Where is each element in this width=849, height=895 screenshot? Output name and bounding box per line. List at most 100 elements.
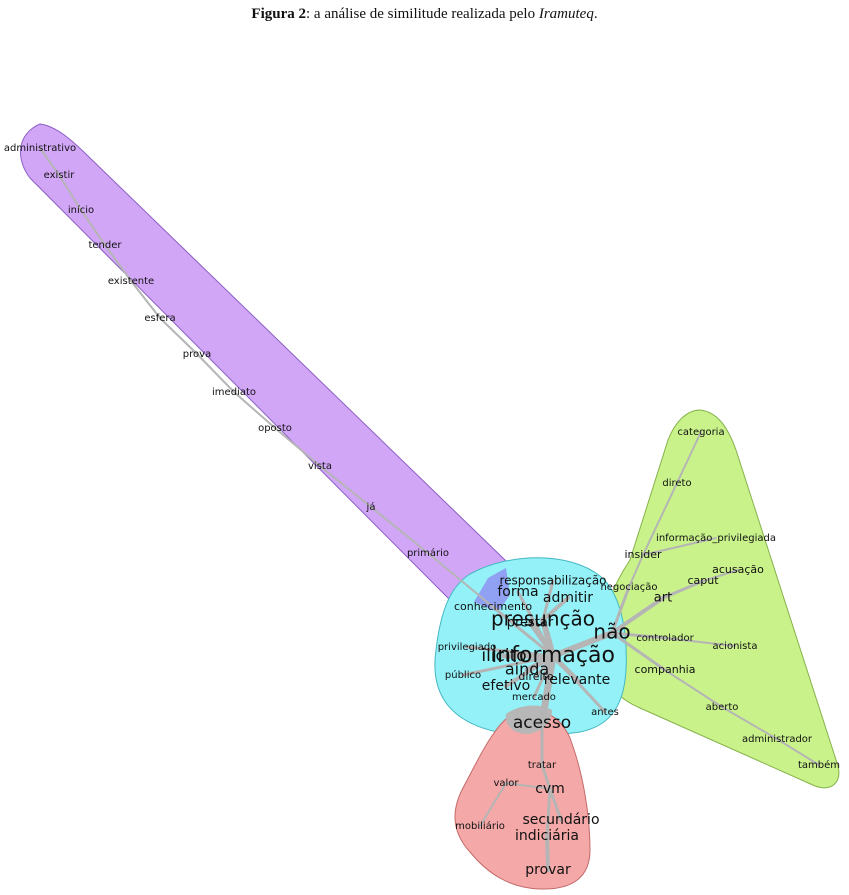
word-esfera: esfera — [144, 313, 175, 324]
word-ja: já — [366, 501, 376, 513]
word-relevante: relevante — [544, 672, 610, 688]
word-informacao: informação — [491, 643, 615, 668]
edge-admitir-presuncao — [541, 596, 570, 622]
edge-cvm-secundario — [548, 787, 563, 822]
edge-responsabilizacao-presuncao — [541, 579, 555, 622]
edge-inicio-tender — [80, 209, 106, 246]
word-existente: existente — [108, 276, 154, 287]
word-administrativo: administrativo — [4, 143, 76, 154]
edge-ja-primario — [370, 506, 429, 554]
edge-conhecimento-informacao — [491, 605, 555, 658]
edge-efetivo-informacao — [504, 654, 555, 688]
word-ilicito: ilícito — [481, 646, 526, 666]
word-valor: valor — [493, 778, 519, 789]
edge-nao-art — [610, 596, 665, 635]
word-companhia: companhia — [635, 663, 696, 676]
edge-existir-inicio — [58, 174, 82, 211]
edge-esfera-prova — [159, 317, 198, 355]
word-indiciaria: indiciária — [515, 828, 579, 844]
edge-insider-direto — [642, 482, 678, 556]
edge-negociacao-insider — [628, 554, 644, 588]
word-acusacao: acusação — [712, 563, 764, 576]
edges-group — [39, 147, 820, 872]
edge-administrador-tambem — [776, 738, 820, 766]
word-responsabilizacao: responsabilização — [499, 574, 606, 588]
edge-existente-esfera — [130, 280, 161, 319]
word-mobiliario: mobiliário — [455, 820, 505, 832]
word-categoria: categoria — [677, 427, 724, 438]
word-forma: forma — [497, 584, 538, 600]
word-controlador: controlador — [636, 633, 694, 644]
community-halo-red — [454, 709, 591, 890]
figure-caption: Figura 2: a análise de similitude realiz… — [0, 6, 849, 23]
edge-insider-informacao_privilegiada — [642, 537, 717, 556]
word-direto: direto — [662, 478, 691, 489]
word-existir: existir — [44, 170, 76, 181]
word-aberto: aberto — [706, 702, 739, 713]
edge-presuncao-informacao — [540, 617, 556, 659]
word-tender: tender — [88, 240, 122, 251]
word-efetivo: efetivo — [482, 678, 530, 694]
edge-valor-mobiliario — [479, 782, 507, 827]
word-insider: insider — [624, 548, 662, 561]
word-cvm: cvm — [535, 781, 565, 797]
word-art: art — [654, 591, 672, 606]
word-tambem: também — [798, 759, 840, 771]
word-antes: antes — [591, 707, 619, 718]
word-ainda: ainda — [505, 660, 549, 679]
word-publico: público — [445, 669, 481, 681]
word-inicio: início — [68, 204, 94, 216]
word-prestar: prestar — [507, 616, 554, 631]
caption-end: . — [593, 6, 598, 22]
word-acionista: acionista — [713, 641, 758, 652]
edge-administrativo-existir — [39, 147, 60, 176]
edge-prestar-informacao — [528, 621, 555, 658]
overlap-purple-cyan — [474, 568, 510, 612]
word-administrador: administrador — [742, 734, 813, 745]
community-halo-green — [599, 409, 840, 789]
word-negociacao: negociação — [600, 582, 657, 593]
word-informacao_privilegiada: informação_privilegiada — [656, 533, 776, 544]
word-direito: direito — [518, 670, 553, 683]
edge-art-caput — [661, 579, 705, 600]
word-privilegiado: privilegiado — [438, 642, 497, 653]
edge-primario-conhecimento — [427, 552, 494, 608]
edge-direto-categoria — [676, 431, 702, 484]
word-provar: provar — [525, 862, 571, 878]
edge-valor-cvm — [505, 782, 551, 790]
edge-cvm-indiciaria — [545, 787, 552, 838]
word-tratar: tratar — [528, 760, 557, 771]
word-acesso: acesso — [513, 713, 571, 733]
edge-nao-controlador — [610, 631, 667, 640]
edge-companhia-aberto — [664, 669, 723, 708]
edge-publico-informacao — [461, 654, 555, 677]
edge-acesso-informacao — [538, 652, 557, 727]
caption-text: : a análise de similitude realizada pelo — [306, 6, 539, 22]
edge-nao-companhia — [610, 631, 667, 672]
word-admitir: admitir — [543, 590, 593, 606]
edge-oposto-vista — [274, 427, 321, 467]
edge-prova-imediato — [196, 353, 235, 393]
word-presuncao: presunção — [491, 607, 595, 631]
word-prova: prova — [183, 349, 211, 360]
edge-nao-negociacao — [610, 585, 631, 635]
word-vista: vista — [308, 461, 332, 472]
edge-controlador-acionista — [664, 637, 736, 647]
edge-imediato-oposto — [233, 391, 276, 429]
community-halo-purple — [20, 123, 515, 617]
edge-tender-existente — [104, 244, 132, 282]
edge-aberto-administrador — [721, 706, 778, 740]
word-imediato: imediato — [212, 387, 256, 398]
edge-caput-acusacao — [702, 569, 739, 582]
word-nao: não — [593, 620, 630, 644]
word-mercado: mercado — [512, 692, 556, 703]
edge-tratar-cvm — [540, 763, 552, 791]
figure-label: Figura 2 — [251, 6, 306, 22]
edge-antes-informacao — [551, 654, 607, 714]
edge-vista-ja — [319, 465, 372, 508]
word-conhecimento: conhecimento — [454, 600, 532, 613]
word-primario: primário — [407, 547, 449, 559]
edge-indiciaria-provar — [545, 834, 550, 872]
software-name: Iramuteq — [538, 6, 594, 22]
